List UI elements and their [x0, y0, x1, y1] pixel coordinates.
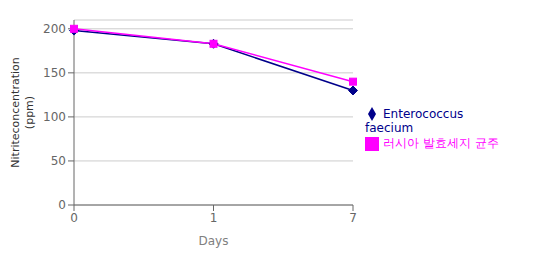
svg-text:50: 50: [51, 154, 66, 168]
svg-text:0: 0: [58, 198, 66, 212]
svg-text:150: 150: [43, 66, 66, 80]
html-text:Enterococcus faecium: Enterococcus faecium: [365, 106, 464, 136]
svg-text:0: 0: [70, 211, 78, 225]
svg-text:200: 200: [43, 22, 66, 36]
svg-text:Nitriteconcentration(ppm): Nitriteconcentration(ppm): [9, 57, 35, 167]
html-text:러시아 발효세지 균주: 러시아 발효세지 균주: [383, 136, 499, 151]
svg-text:7: 7: [349, 211, 357, 225]
svg-text:Days: Days: [199, 234, 229, 248]
svg-text:100: 100: [43, 110, 66, 124]
svg-text:1: 1: [210, 211, 218, 225]
